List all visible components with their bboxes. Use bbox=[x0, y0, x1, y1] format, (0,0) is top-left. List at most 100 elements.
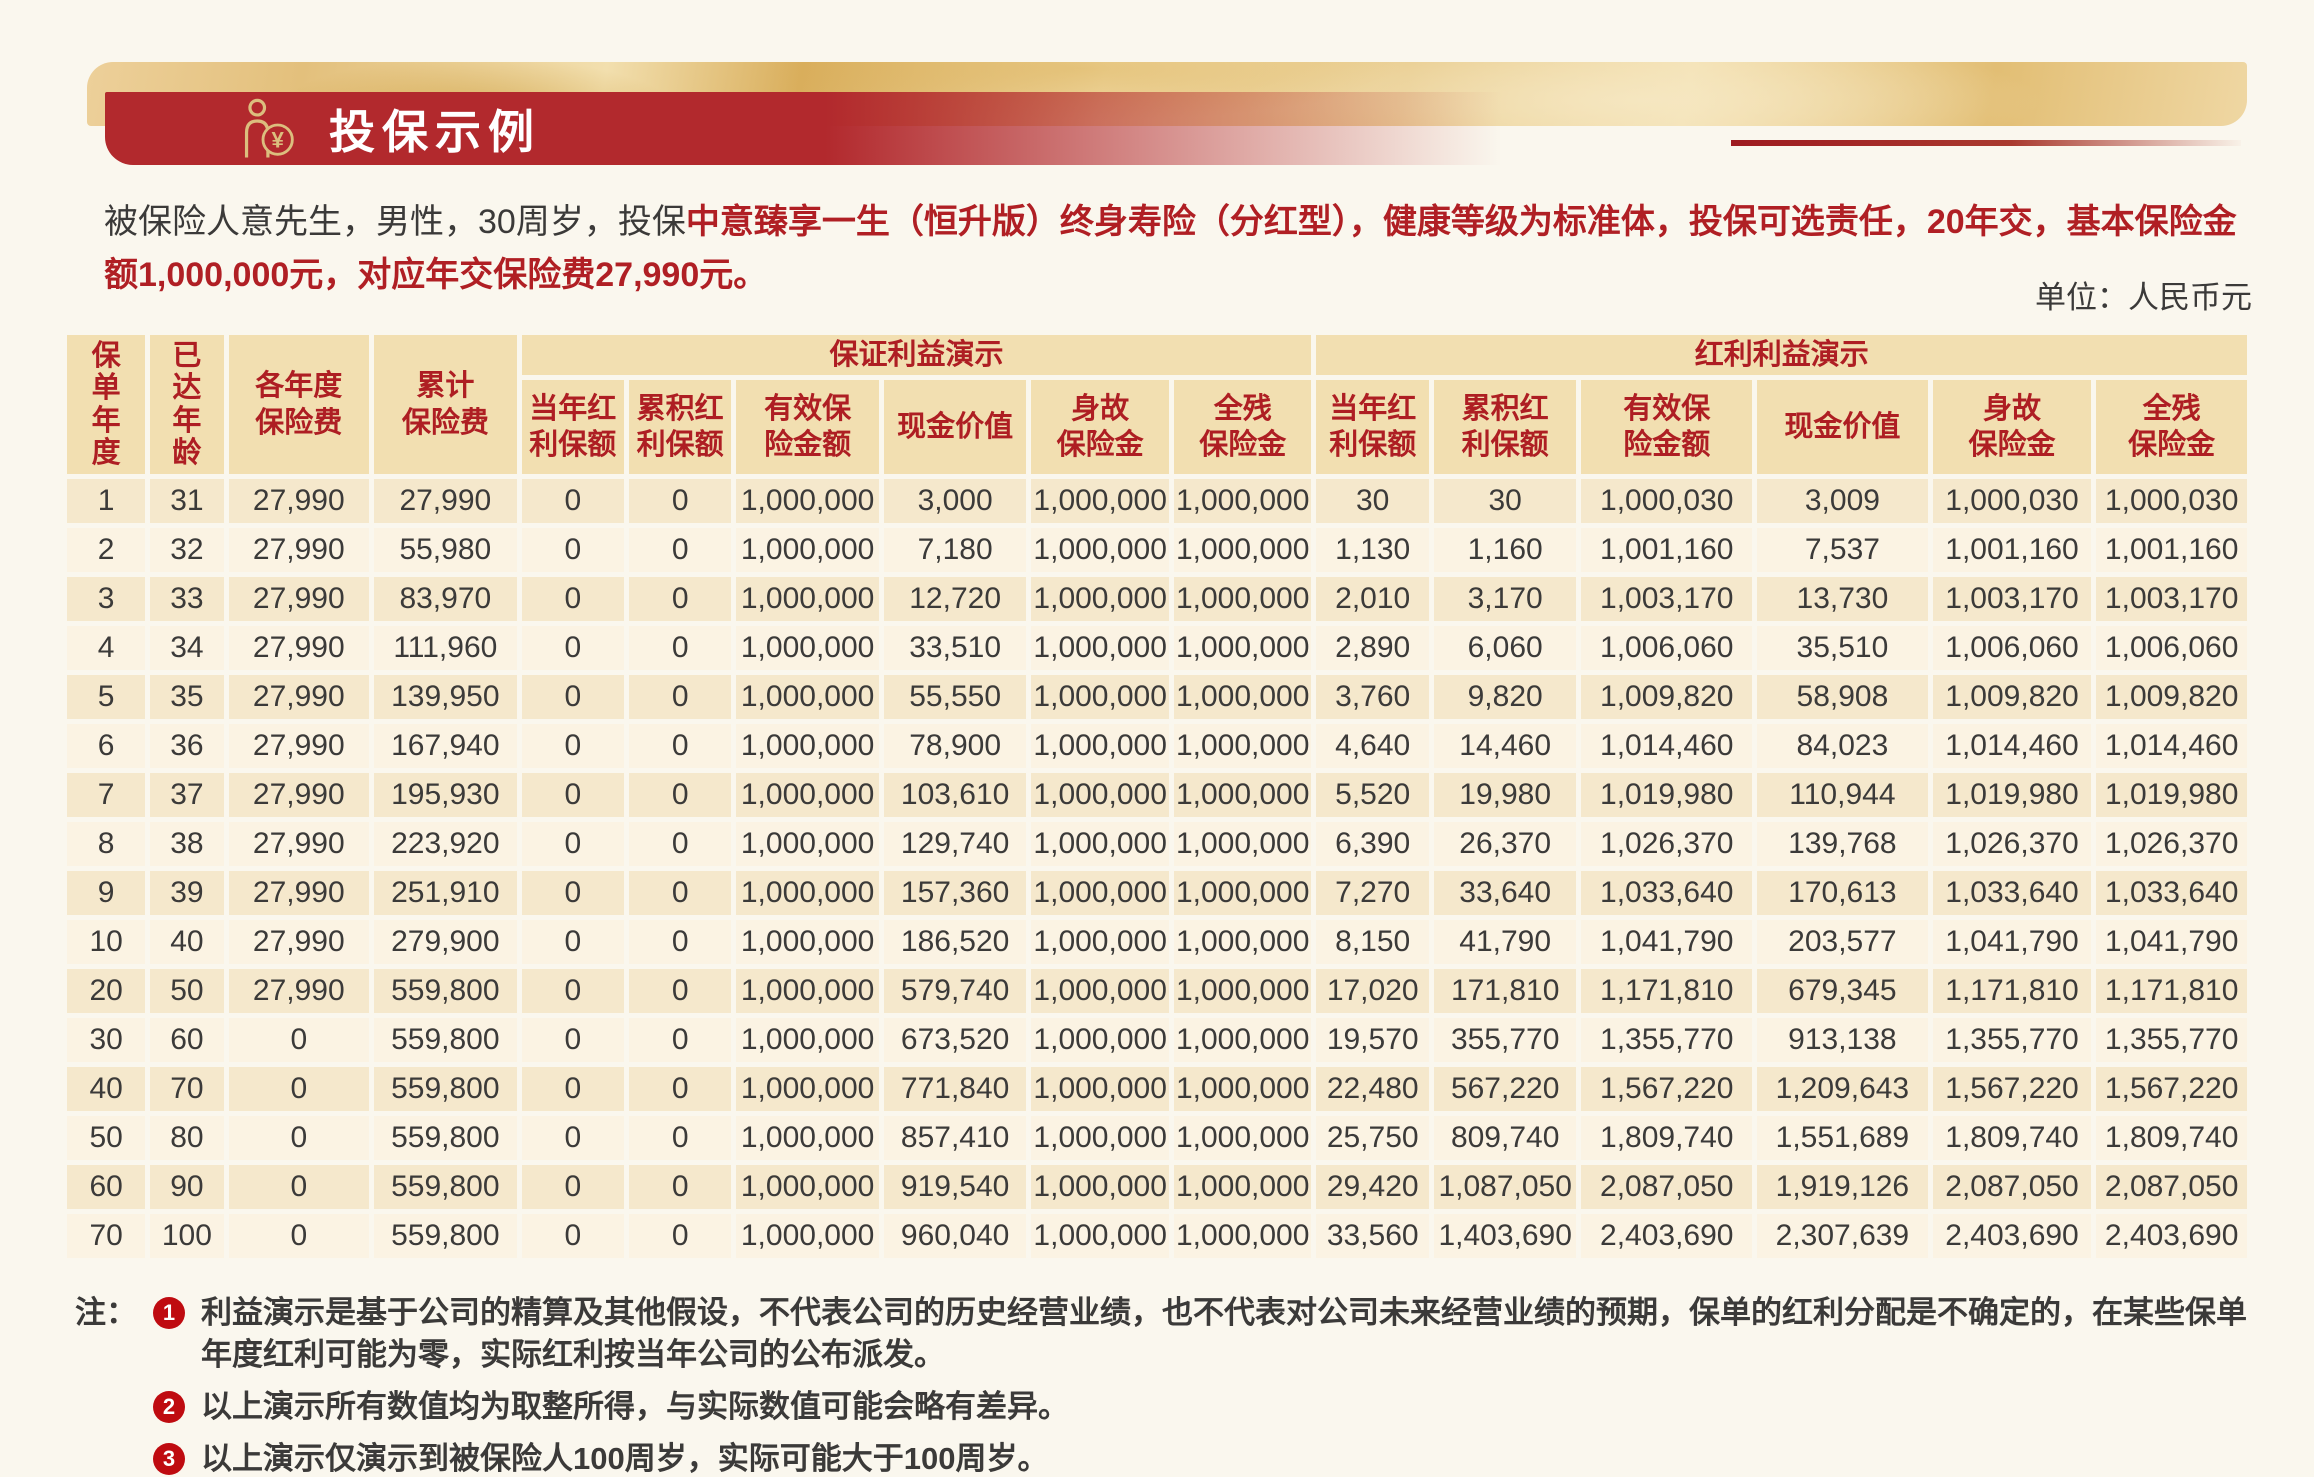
table-cell: 1,033,640 bbox=[1932, 871, 2092, 915]
col-header-attained-age: 已 达 年 龄 bbox=[150, 335, 224, 474]
table-cell: 50 bbox=[67, 1116, 146, 1160]
table-cell: 27,990 bbox=[228, 871, 370, 915]
table-cell: 1,209,643 bbox=[1757, 1067, 1928, 1111]
table-cell: 1,000,000 bbox=[1031, 1018, 1169, 1062]
sub-col-header: 现金价值 bbox=[883, 380, 1027, 474]
table-cell: 1,000,000 bbox=[1173, 675, 1312, 719]
table-cell: 1,000,000 bbox=[1173, 822, 1312, 866]
table-cell: 78,900 bbox=[883, 724, 1027, 768]
table-cell: 7 bbox=[67, 773, 146, 817]
table-cell: 27,990 bbox=[228, 724, 370, 768]
notes-list: 1 利益演示是基于公司的精算及其他假设，不代表公司的历史经营业绩，也不代表对公司未… bbox=[153, 1292, 2255, 1477]
sub-col-header: 当年红 利保额 bbox=[521, 380, 624, 474]
table-cell: 1,130 bbox=[1316, 528, 1429, 572]
table-cell: 1,000,000 bbox=[1173, 577, 1312, 621]
table-cell: 1,003,170 bbox=[1932, 577, 2092, 621]
table-cell: 0 bbox=[228, 1116, 370, 1160]
table-cell: 5,520 bbox=[1316, 773, 1429, 817]
table-cell: 2,307,639 bbox=[1757, 1214, 1928, 1258]
table-cell: 1,041,790 bbox=[2096, 920, 2247, 964]
table-cell: 3,000 bbox=[883, 479, 1027, 523]
table-cell: 251,910 bbox=[374, 871, 517, 915]
table-cell: 9 bbox=[67, 871, 146, 915]
table-cell: 1,919,126 bbox=[1757, 1165, 1928, 1209]
table-cell: 673,520 bbox=[883, 1018, 1027, 1062]
table-cell: 1,000,000 bbox=[1031, 822, 1169, 866]
table-cell: 60 bbox=[67, 1165, 146, 1209]
table-cell: 1,014,460 bbox=[2096, 724, 2247, 768]
table-cell: 1,000,000 bbox=[1173, 1067, 1312, 1111]
table-cell: 1,809,740 bbox=[1932, 1116, 2092, 1160]
table-cell: 1,041,790 bbox=[1581, 920, 1753, 964]
col-header-policy-year: 保 单 年 度 bbox=[67, 335, 146, 474]
table-cell: 90 bbox=[150, 1165, 224, 1209]
table-cell: 30 bbox=[67, 1018, 146, 1062]
table-cell: 8 bbox=[67, 822, 146, 866]
table-cell: 1,003,170 bbox=[2096, 577, 2247, 621]
table-cell: 27,990 bbox=[228, 577, 370, 621]
table-cell: 2,403,690 bbox=[2096, 1214, 2247, 1258]
note-text: 利益演示是基于公司的精算及其他假设，不代表公司的历史经营业绩，也不代表对公司未来… bbox=[201, 1295, 2247, 1372]
table-cell: 0 bbox=[628, 577, 732, 621]
table-cell: 559,800 bbox=[374, 1214, 517, 1258]
table-cell: 0 bbox=[521, 920, 624, 964]
table-cell: 1,006,060 bbox=[1932, 626, 2092, 670]
table-cell: 1,026,370 bbox=[1581, 822, 1753, 866]
table-cell: 1,000,000 bbox=[1173, 1018, 1312, 1062]
table-cell: 1,000,000 bbox=[1031, 675, 1169, 719]
table-cell: 186,520 bbox=[883, 920, 1027, 964]
table-cell: 27,990 bbox=[228, 479, 370, 523]
table-row: 9 39 27,990 251,910 0 0 1,000,000 157,360 1,000,… bbox=[67, 871, 2247, 915]
unit-label: 单位：人民币元 bbox=[2035, 280, 2252, 315]
table-cell: 279,900 bbox=[374, 920, 517, 964]
table-cell: 1,355,770 bbox=[1932, 1018, 2092, 1062]
table-cell: 1,551,689 bbox=[1757, 1116, 1928, 1160]
table-cell: 579,740 bbox=[883, 969, 1027, 1013]
table-cell: 1,809,740 bbox=[1581, 1116, 1753, 1160]
table-cell: 2,010 bbox=[1316, 577, 1429, 621]
svg-text:¥: ¥ bbox=[271, 127, 284, 152]
table-cell: 58,908 bbox=[1757, 675, 1928, 719]
table-row: 30 60 0 559,800 0 0 1,000,000 673,520 1,000,000 1… bbox=[67, 1018, 2247, 1062]
table-cell: 1,000,000 bbox=[736, 577, 879, 621]
table-cell: 1,000,000 bbox=[1031, 1116, 1169, 1160]
table-cell: 55,980 bbox=[374, 528, 517, 572]
table-cell: 1,000,000 bbox=[1031, 528, 1169, 572]
table-cell: 55,550 bbox=[883, 675, 1027, 719]
table-cell: 1,403,690 bbox=[1433, 1214, 1577, 1258]
table-cell: 14,460 bbox=[1433, 724, 1577, 768]
table-body: 1 31 27,990 27,990 0 0 1,000,000 3,000 1,000,000… bbox=[67, 479, 2247, 1258]
benefit-illustration-table: 保 单 年 度 已 达 年 龄 各年度 保险费 累计 保险费 保证利益演示 红利… bbox=[62, 330, 2252, 1263]
table-cell: 19,980 bbox=[1433, 773, 1577, 817]
table-cell: 0 bbox=[628, 1116, 732, 1160]
table-row: 4 34 27,990 111,960 0 0 1,000,000 33,510 1,000,0… bbox=[67, 626, 2247, 670]
table-cell: 1,000,000 bbox=[1173, 1116, 1312, 1160]
table-cell: 4 bbox=[67, 626, 146, 670]
table-cell: 111,960 bbox=[374, 626, 517, 670]
table-cell: 0 bbox=[628, 1214, 732, 1258]
sub-col-header: 累积红 利保额 bbox=[628, 380, 732, 474]
table-cell: 1,006,060 bbox=[2096, 626, 2247, 670]
table-cell: 17,020 bbox=[1316, 969, 1429, 1013]
table-cell: 857,410 bbox=[883, 1116, 1027, 1160]
table-cell: 157,360 bbox=[883, 871, 1027, 915]
table-cell: 0 bbox=[628, 822, 732, 866]
table-cell: 0 bbox=[521, 1067, 624, 1111]
group-header-dividend-benefits: 红利利益演示 bbox=[1316, 335, 2247, 375]
table-cell: 1,000,000 bbox=[736, 675, 879, 719]
table-cell: 27,990 bbox=[228, 626, 370, 670]
table-cell: 1,000,000 bbox=[1031, 479, 1169, 523]
table-cell: 35,510 bbox=[1757, 626, 1928, 670]
table-cell: 1,000,000 bbox=[736, 871, 879, 915]
table-cell: 103,610 bbox=[883, 773, 1027, 817]
table-row: 40 70 0 559,800 0 0 1,000,000 771,840 1,000,000 1… bbox=[67, 1067, 2247, 1111]
table-cell: 1,000,000 bbox=[736, 1067, 879, 1111]
col-header-annual-premium: 各年度 保险费 bbox=[228, 335, 370, 474]
table-cell: 27,990 bbox=[374, 479, 517, 523]
note-item: 3 以上演示仅演示到被保险人100周岁，实际可能大于100周岁。 bbox=[153, 1438, 2255, 1477]
table-cell: 83,970 bbox=[374, 577, 517, 621]
table-cell: 33 bbox=[150, 577, 224, 621]
table-cell: 1,000,000 bbox=[736, 724, 879, 768]
table-cell: 27,990 bbox=[228, 969, 370, 1013]
